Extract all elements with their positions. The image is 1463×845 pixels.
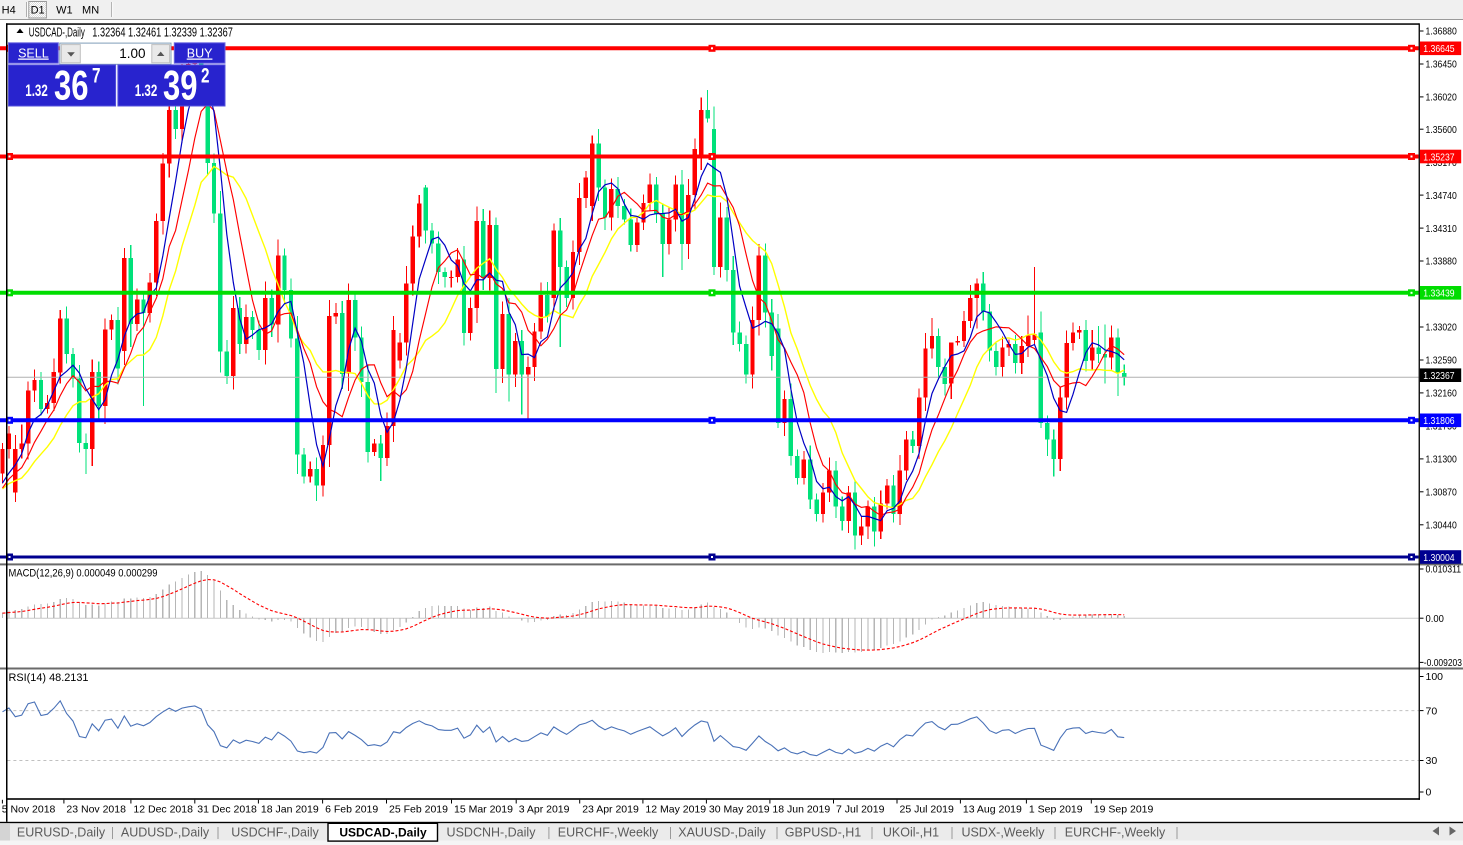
- svg-text:0.010311: 0.010311: [1426, 564, 1462, 576]
- svg-text:31 Dec 2018: 31 Dec 2018: [197, 804, 257, 816]
- svg-text:1.30440: 1.30440: [1426, 520, 1457, 532]
- svg-text:100: 100: [1426, 671, 1444, 683]
- svg-text:USDCHF-,Daily: USDCHF-,Daily: [231, 826, 319, 840]
- svg-text:0.00: 0.00: [1426, 613, 1445, 625]
- svg-text:D1: D1: [31, 5, 45, 17]
- svg-text:USDX-,Weekly: USDX-,Weekly: [961, 826, 1045, 840]
- svg-text:H4: H4: [2, 5, 16, 17]
- svg-text:1.33020: 1.33020: [1426, 322, 1457, 334]
- svg-text:EURCHF-,Weekly: EURCHF-,Weekly: [1065, 826, 1166, 840]
- svg-text:EURCHF-,Weekly: EURCHF-,Weekly: [558, 826, 659, 840]
- svg-text:12 Dec 2018: 12 Dec 2018: [133, 804, 193, 816]
- svg-text:1.30004: 1.30004: [1423, 552, 1454, 564]
- svg-text:1.31806: 1.31806: [1423, 415, 1454, 427]
- svg-text:1.32364 1.32461 1.32339 1.3236: 1.32364 1.32461 1.32339 1.32367: [92, 26, 233, 40]
- svg-text:AUDUSD-,Daily: AUDUSD-,Daily: [121, 826, 210, 840]
- svg-text:USDCNH-,Daily: USDCNH-,Daily: [447, 826, 537, 840]
- svg-text:XAUUSD-,Daily: XAUUSD-,Daily: [678, 826, 766, 840]
- svg-text:36: 36: [54, 61, 89, 108]
- svg-text:1.32: 1.32: [135, 82, 158, 100]
- svg-text:1.36645: 1.36645: [1423, 43, 1454, 55]
- svg-text:1.33439: 1.33439: [1423, 288, 1454, 300]
- svg-text:1 Sep 2019: 1 Sep 2019: [1029, 804, 1083, 816]
- svg-text:23 Nov 2018: 23 Nov 2018: [66, 804, 126, 816]
- svg-text:1.35237: 1.35237: [1423, 151, 1454, 163]
- svg-text:7 Jul 2019: 7 Jul 2019: [836, 804, 885, 816]
- svg-text:W1: W1: [56, 5, 73, 17]
- svg-text:1.36020: 1.36020: [1426, 92, 1457, 104]
- svg-text:MACD(12,26,9) 0.000049 0.00029: MACD(12,26,9) 0.000049 0.000299: [9, 568, 158, 580]
- svg-text:1.33880: 1.33880: [1426, 256, 1457, 268]
- svg-text:1.32160: 1.32160: [1426, 388, 1457, 400]
- svg-text:30: 30: [1426, 755, 1438, 767]
- svg-text:BUY: BUY: [187, 47, 213, 61]
- svg-text:1.34740: 1.34740: [1426, 190, 1457, 202]
- svg-text:EURUSD-,Daily: EURUSD-,Daily: [17, 826, 106, 840]
- svg-text:1.34310: 1.34310: [1426, 223, 1457, 235]
- svg-text:15 Mar 2019: 15 Mar 2019: [454, 804, 513, 816]
- svg-text:1.32590: 1.32590: [1426, 355, 1457, 367]
- svg-text:-0.009203: -0.009203: [1424, 657, 1462, 669]
- svg-text:12 May 2019: 12 May 2019: [645, 804, 706, 816]
- svg-text:30 May 2019: 30 May 2019: [709, 804, 770, 816]
- svg-text:6 Feb 2019: 6 Feb 2019: [325, 804, 378, 816]
- svg-text:1.00: 1.00: [119, 46, 145, 61]
- svg-text:18 Jun 2019: 18 Jun 2019: [772, 804, 830, 816]
- svg-text:MN: MN: [82, 5, 99, 17]
- svg-text:1.36450: 1.36450: [1426, 59, 1457, 71]
- svg-text:1.30870: 1.30870: [1426, 487, 1457, 499]
- svg-text:1.35600: 1.35600: [1426, 124, 1457, 136]
- svg-text:3 Apr 2019: 3 Apr 2019: [519, 804, 570, 816]
- svg-text:GBPUSD-,H1: GBPUSD-,H1: [785, 826, 861, 840]
- svg-text:0: 0: [1426, 787, 1432, 799]
- svg-text:1.32: 1.32: [25, 82, 48, 100]
- svg-text:SELL: SELL: [18, 47, 49, 61]
- svg-text:23 Apr 2019: 23 Apr 2019: [582, 804, 639, 816]
- svg-text:25 Feb 2019: 25 Feb 2019: [389, 804, 448, 816]
- svg-text:1.31300: 1.31300: [1426, 454, 1457, 466]
- svg-text:13 Aug 2019: 13 Aug 2019: [963, 804, 1022, 816]
- svg-text:2: 2: [201, 65, 210, 88]
- svg-text:19 Sep 2019: 19 Sep 2019: [1094, 804, 1154, 816]
- svg-text:7: 7: [92, 65, 101, 88]
- svg-text:UKOil-,H1: UKOil-,H1: [883, 826, 939, 840]
- svg-text:39: 39: [163, 61, 198, 108]
- svg-text:5 Nov 2018: 5 Nov 2018: [2, 804, 56, 816]
- svg-text:USDCAD-,Daily: USDCAD-,Daily: [29, 26, 85, 40]
- svg-text:1.32367: 1.32367: [1423, 370, 1454, 382]
- svg-text:RSI(14) 48.2131: RSI(14) 48.2131: [9, 672, 89, 684]
- svg-text:25 Jul 2019: 25 Jul 2019: [900, 804, 954, 816]
- svg-text:70: 70: [1426, 705, 1438, 717]
- svg-text:USDCAD-,Daily: USDCAD-,Daily: [339, 826, 427, 840]
- svg-text:1.36880: 1.36880: [1426, 26, 1457, 38]
- svg-text:18 Jan 2019: 18 Jan 2019: [261, 804, 319, 816]
